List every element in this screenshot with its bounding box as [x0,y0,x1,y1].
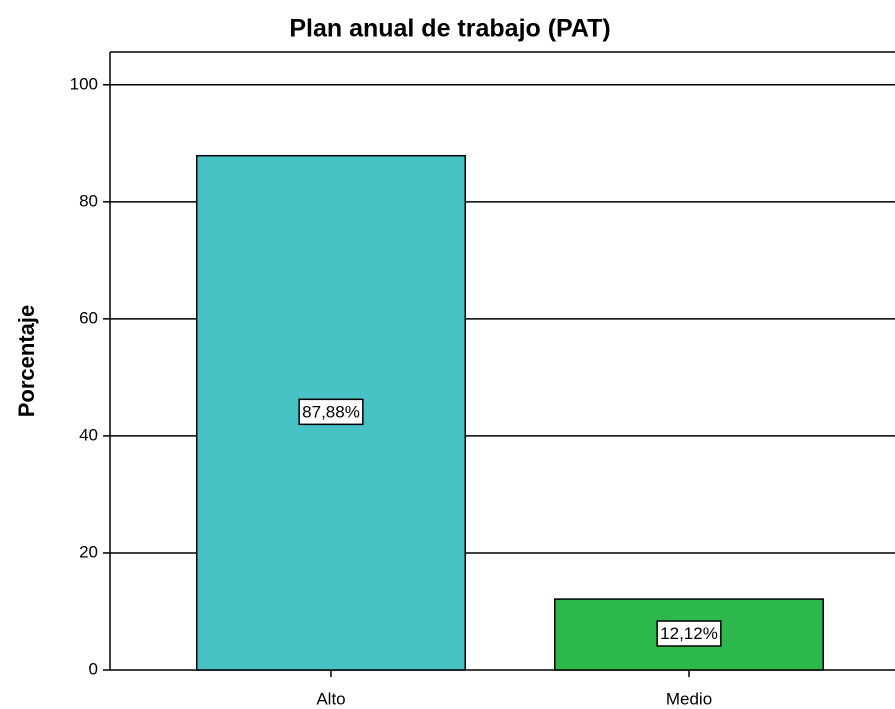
y-tick-label: 100 [70,74,98,93]
value-label: 12,12% [660,624,718,643]
value-label-box [298,398,364,426]
y-tick-label: 40 [79,425,98,444]
value-label: 87,88% [302,402,360,421]
y-tick-label: 60 [79,308,98,327]
y-axis-label: Porcentaje [14,305,39,418]
x-tick-label: Alto [316,689,345,708]
y-tick-label: 80 [79,191,98,210]
y-tick-label: 0 [89,659,98,678]
y-tick-label: 20 [79,542,98,561]
chart-title: Plan anual de trabajo (PAT) [289,15,610,43]
x-tick-label: Medio [666,689,712,708]
value-label-box [656,620,722,647]
